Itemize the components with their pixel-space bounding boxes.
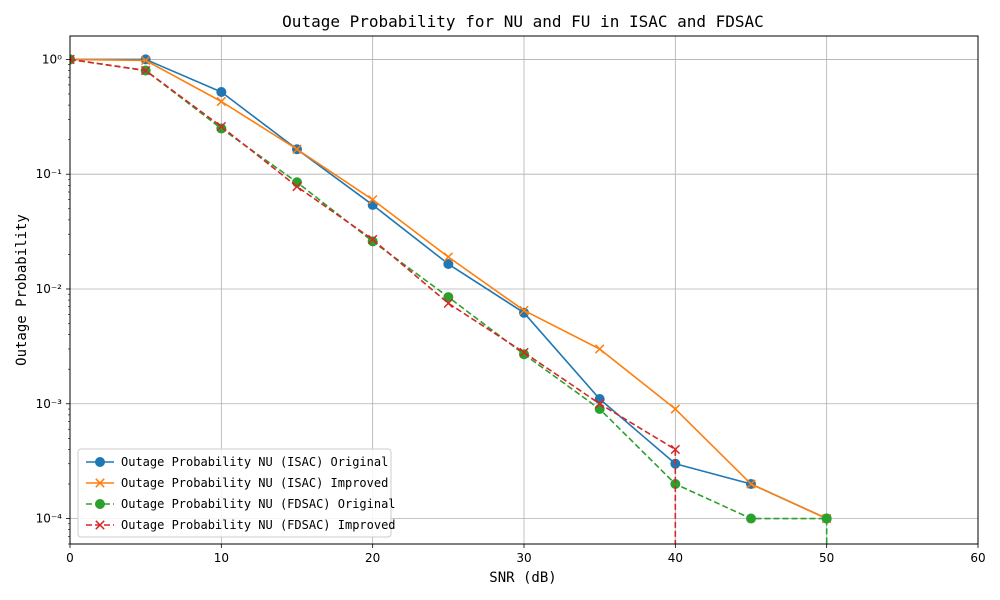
legend-item-3: Outage Probability NU (FDSAC) Improved xyxy=(86,518,396,532)
series-line xyxy=(70,58,828,544)
data-point xyxy=(367,194,378,205)
series-line xyxy=(70,58,677,544)
data-point xyxy=(95,478,105,488)
y-tick-label: 10⁻³ xyxy=(36,397,63,411)
data-point xyxy=(670,444,681,455)
data-point xyxy=(140,55,151,66)
data-point xyxy=(216,123,227,134)
data-point xyxy=(594,344,605,354)
series-3 xyxy=(70,54,681,544)
y-tick-label: 10⁻¹ xyxy=(36,167,63,181)
data-point xyxy=(443,292,454,303)
chart-title: Outage Probability for NU and FU in ISAC… xyxy=(282,12,764,31)
legend-item-1: Outage Probability NU (ISAC) Improved xyxy=(86,476,388,490)
x-tick-label: 30 xyxy=(516,551,531,565)
x-tick-label: 60 xyxy=(970,551,985,565)
legend-item-2: Outage Probability NU (FDSAC) Original xyxy=(86,497,396,511)
legend-label: Outage Probability NU (FDSAC) Original xyxy=(121,497,396,511)
y-tick-label: 10⁰ xyxy=(42,52,62,66)
data-point xyxy=(443,259,454,270)
data-point xyxy=(594,394,605,405)
series-1 xyxy=(70,54,832,524)
x-tick-label: 40 xyxy=(668,551,683,565)
data-point xyxy=(95,499,105,509)
data-point xyxy=(443,252,454,262)
data-point xyxy=(216,96,227,107)
data-point xyxy=(216,121,227,132)
data-point xyxy=(746,479,756,489)
data-point xyxy=(292,177,302,188)
x-tick-label: 50 xyxy=(819,551,834,565)
legend-label: Outage Probability NU (ISAC) Original xyxy=(121,455,388,469)
data-point xyxy=(292,144,302,154)
data-point xyxy=(367,234,378,245)
data-point xyxy=(519,349,529,360)
data-point xyxy=(95,457,105,467)
y-tick-label: 10⁻² xyxy=(36,282,63,296)
data-point xyxy=(746,513,756,524)
ticks-layer: 0 10 20 30 40 50 60 10⁰ 10⁻¹ 10⁻² 10⁻³ 10⁻⁴ xyxy=(36,52,986,565)
y-tick-label: 10⁻⁴ xyxy=(36,512,63,526)
data-point xyxy=(95,520,105,530)
series-layer xyxy=(70,54,832,544)
x-tick-label: 10 xyxy=(214,551,229,565)
x-tick-label: 0 xyxy=(66,551,74,565)
data-point xyxy=(140,65,151,76)
legend-item-0: Outage Probability NU (ISAC) Original xyxy=(86,455,388,469)
x-axis-label: SNR (dB) xyxy=(489,570,556,586)
data-point xyxy=(670,404,681,414)
data-point xyxy=(519,347,529,358)
data-point xyxy=(367,236,378,247)
legend-label: Outage Probability NU (ISAC) Improved xyxy=(121,476,388,490)
legend: Outage Probability NU (ISAC) Original Out… xyxy=(77,448,396,538)
data-point xyxy=(594,399,605,409)
data-point xyxy=(821,513,832,524)
y-axis-label: Outage Probability xyxy=(14,214,30,366)
legend-box xyxy=(77,448,392,538)
x-tick-label: 20 xyxy=(365,551,380,565)
data-point xyxy=(292,181,302,192)
data-point xyxy=(443,298,454,309)
legend-label: Outage Probability NU (FDSAC) Improved xyxy=(121,518,396,532)
data-point xyxy=(70,54,75,65)
data-point xyxy=(519,305,529,316)
data-point xyxy=(216,87,227,98)
